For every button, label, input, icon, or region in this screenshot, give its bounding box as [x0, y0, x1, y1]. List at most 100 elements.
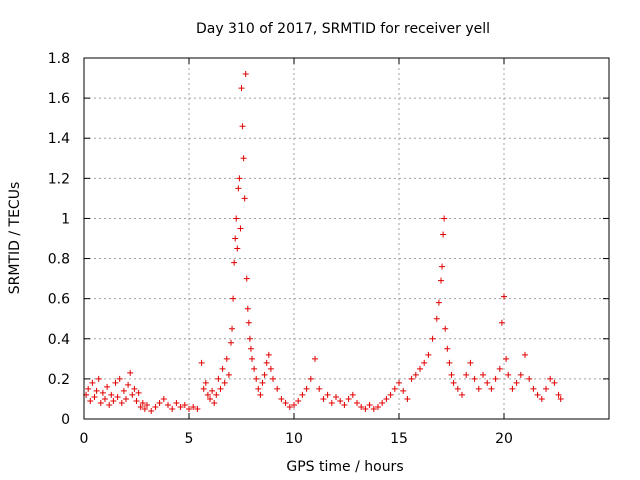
data-point: [133, 397, 140, 404]
data-point: [232, 235, 239, 242]
y-tick-label: 1.6: [48, 91, 70, 107]
data-point: [299, 391, 306, 398]
data-point: [291, 401, 297, 408]
data-point: [286, 403, 293, 410]
data-point: [247, 345, 254, 352]
data-point: [492, 375, 499, 382]
data-point: [496, 365, 503, 372]
x-axis-label: GPS time / hours: [286, 459, 403, 475]
data-point: [488, 385, 495, 392]
data-point: [480, 371, 486, 378]
data-point: [316, 385, 323, 392]
data-point: [450, 379, 457, 386]
data-point: [229, 325, 236, 332]
data-point: [137, 403, 144, 410]
data-point: [251, 365, 258, 372]
data-point: [345, 395, 352, 402]
data-point: [108, 391, 115, 398]
data-point: [551, 379, 558, 386]
data-point: [89, 379, 96, 386]
data-point: [246, 335, 253, 342]
data-point: [110, 397, 117, 404]
data-point: [307, 375, 314, 382]
data-point: [501, 293, 507, 300]
data-point: [211, 399, 218, 406]
data-point: [135, 389, 142, 396]
data-point: [190, 403, 197, 410]
data-point: [429, 335, 436, 342]
data-point: [99, 389, 106, 396]
data-point: [209, 387, 216, 394]
data-point: [438, 277, 444, 284]
data-point: [194, 405, 201, 412]
data-point: [417, 365, 423, 372]
data-point: [242, 71, 249, 78]
data-point: [97, 399, 104, 406]
data-point: [517, 371, 524, 378]
data-point: [391, 385, 398, 392]
data-point: [444, 345, 451, 352]
data-point: [454, 385, 461, 392]
data-point: [106, 401, 113, 408]
data-point: [509, 385, 516, 392]
plot-frame: [83, 57, 610, 420]
data-point: [213, 391, 220, 398]
data-point: [312, 355, 318, 362]
data-point: [387, 391, 394, 398]
data-point: [219, 365, 226, 372]
data-point: [538, 395, 545, 402]
data-point: [255, 385, 262, 392]
data-point: [245, 319, 252, 326]
y-axis-label: SRMTID / TECUs: [7, 182, 23, 295]
data-point: [228, 339, 234, 346]
data-point: [341, 401, 348, 408]
data-point: [241, 195, 248, 202]
data-point: [530, 385, 537, 392]
data-point: [358, 403, 365, 410]
data-point: [333, 393, 339, 400]
data-point: [225, 371, 232, 378]
data-point: [85, 385, 92, 392]
data-point: [265, 351, 272, 358]
data-point: [116, 375, 123, 382]
y-tick-label: 0: [61, 412, 70, 428]
data-point: [148, 407, 155, 414]
data-point: [120, 387, 127, 394]
data-point: [328, 399, 335, 406]
data-point: [156, 399, 163, 406]
x-tick-label: 0: [80, 431, 89, 447]
data-point: [366, 401, 373, 408]
data-point: [263, 359, 270, 366]
data-point: [244, 305, 251, 312]
data-point: [534, 391, 541, 398]
data-point: [547, 375, 554, 382]
data-point: [267, 365, 274, 372]
data-point: [270, 375, 276, 382]
data-point: [181, 401, 188, 408]
data-point: [354, 399, 360, 406]
data-point: [505, 371, 512, 378]
data-point: [543, 385, 549, 392]
data-point: [433, 315, 440, 322]
data-point: [282, 399, 289, 406]
data-point: [278, 395, 285, 402]
data-point: [93, 387, 100, 394]
y-tick-label: 0.8: [48, 252, 70, 268]
data-point: [274, 385, 281, 392]
data-point: [249, 355, 255, 362]
data-point: [235, 185, 242, 192]
data-point: [425, 351, 432, 358]
data-point: [442, 325, 449, 332]
data-point: [173, 399, 180, 406]
data-point: [448, 371, 455, 378]
data-point: [231, 259, 238, 266]
tick-layer: [83, 57, 609, 420]
data-point: [463, 371, 470, 378]
data-point: [144, 401, 150, 408]
data-points: [83, 71, 564, 414]
data-point: [114, 393, 121, 400]
data-point: [160, 395, 167, 402]
y-tick-label: 0.2: [48, 372, 70, 388]
data-point: [95, 375, 102, 382]
